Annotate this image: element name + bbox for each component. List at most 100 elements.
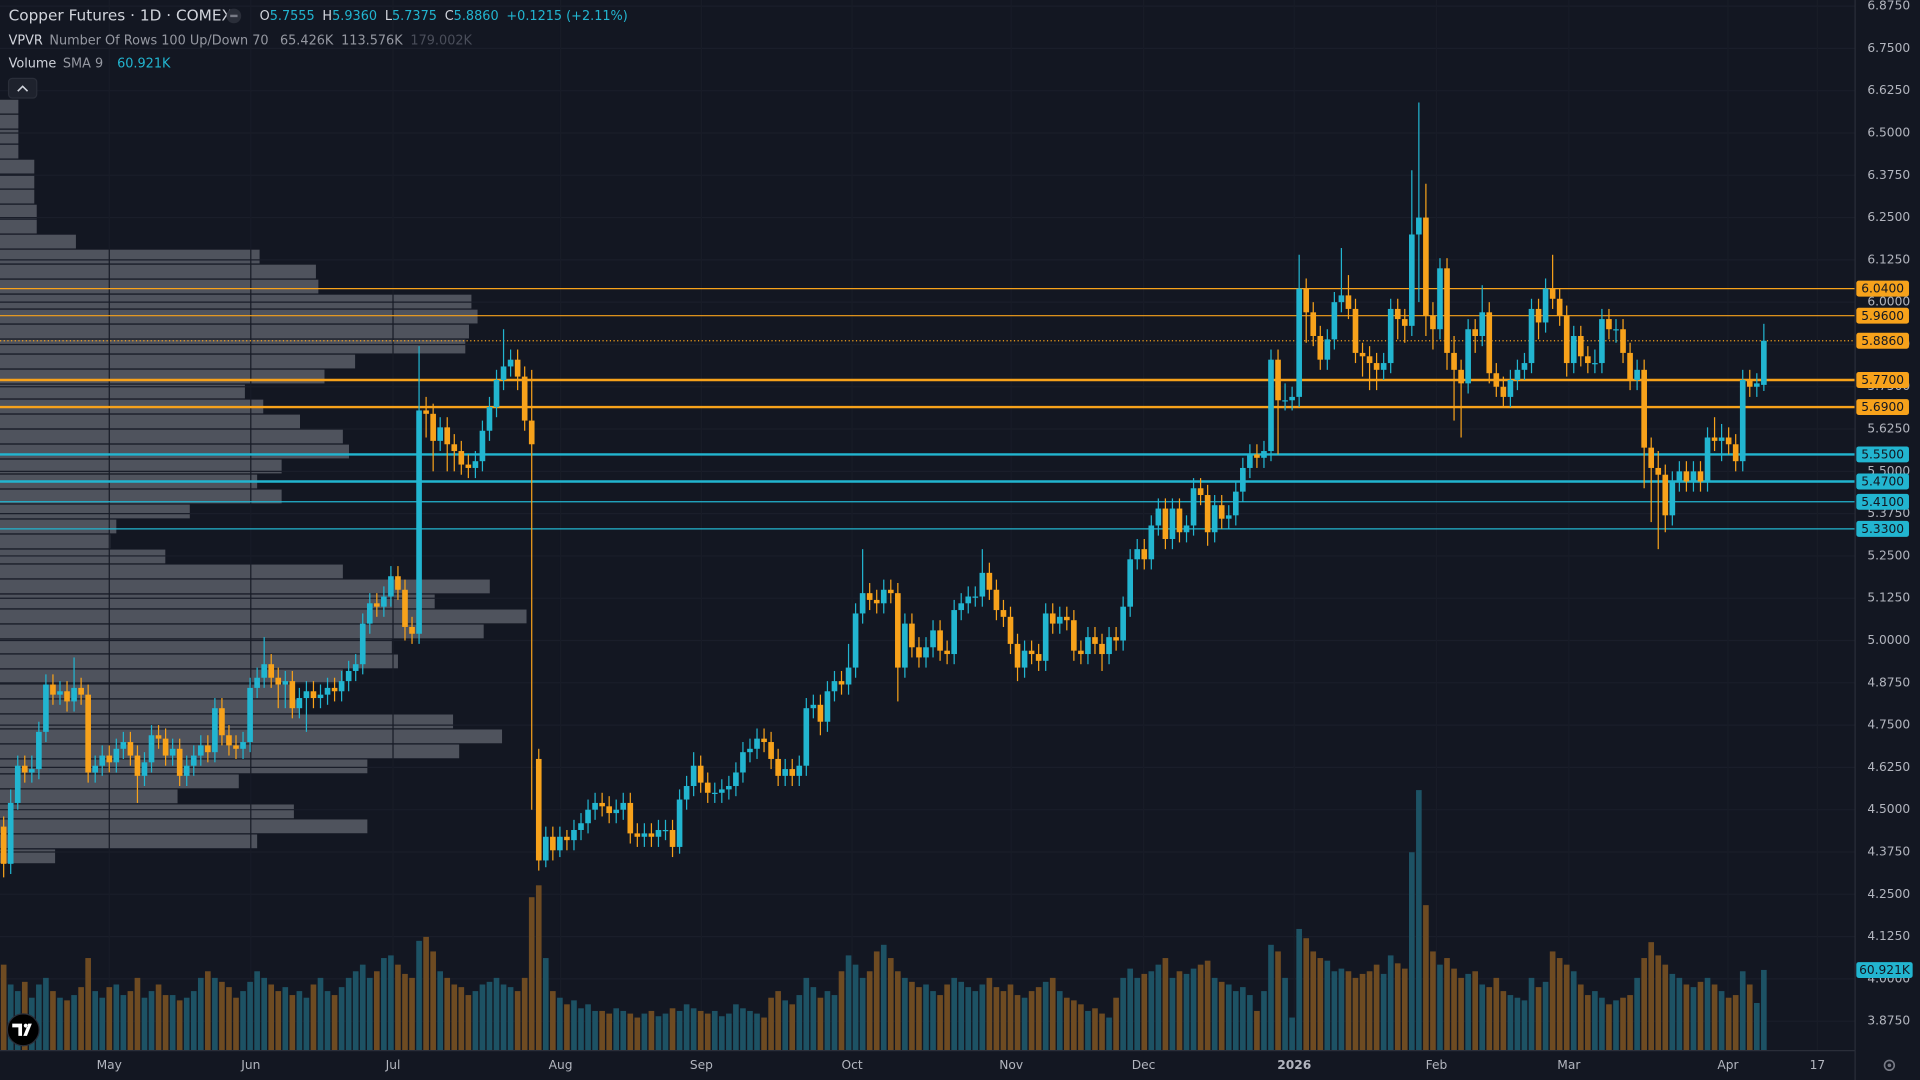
volume-bar xyxy=(571,1000,577,1051)
candle-body xyxy=(282,681,289,685)
candle-body xyxy=(909,623,915,648)
candle-body xyxy=(219,708,225,736)
volume-bar xyxy=(162,995,169,1051)
candle-body xyxy=(902,623,908,668)
candle-body xyxy=(1732,444,1739,462)
candle-body xyxy=(212,708,218,753)
volume-bar xyxy=(1176,971,1183,1051)
volume-bar xyxy=(183,997,190,1051)
volume-bar xyxy=(226,987,232,1051)
volume-bar xyxy=(726,1013,732,1051)
x-tick-label: May xyxy=(97,1058,122,1072)
volume-bar xyxy=(1373,964,1380,1051)
candle-body xyxy=(1746,379,1753,387)
candle-body xyxy=(1704,437,1711,482)
x-tick-label: Apr xyxy=(1717,1058,1739,1072)
collapse-icon xyxy=(17,85,29,92)
candle-body xyxy=(662,830,669,832)
volume-bar xyxy=(430,951,436,1051)
volume-bar xyxy=(1254,1010,1260,1051)
volume-bar xyxy=(1599,997,1605,1051)
volume-bar xyxy=(444,977,451,1051)
profile-row xyxy=(0,114,19,129)
volume-bar xyxy=(507,987,514,1051)
candle-body xyxy=(655,830,662,837)
volume-bar xyxy=(296,991,303,1051)
volume-bar xyxy=(486,981,493,1051)
volume-bar xyxy=(845,955,852,1051)
volume-bar xyxy=(1401,968,1408,1051)
candle-body xyxy=(810,704,817,709)
candle-body xyxy=(1049,613,1056,624)
candle-body xyxy=(366,603,373,624)
candle-body xyxy=(1690,471,1697,482)
candle-body xyxy=(1352,308,1359,353)
price-tag-label: 5.6900 xyxy=(1861,400,1904,414)
price-tag xyxy=(1856,307,1909,324)
profile-row xyxy=(0,219,37,234)
volume-bar xyxy=(1064,997,1070,1051)
volume-bar xyxy=(1423,905,1429,1051)
volume-bar xyxy=(916,987,922,1051)
settings-button[interactable] xyxy=(1883,1059,1896,1071)
candle-body xyxy=(85,694,91,773)
volume-bar xyxy=(99,997,106,1051)
volume-bar xyxy=(500,984,507,1051)
volume-bar xyxy=(1697,981,1704,1051)
candle-body xyxy=(1303,288,1310,313)
indicator-vpvr[interactable]: VPVR Number Of Rows 100 Up/Down 70 65.42… xyxy=(9,33,473,48)
volume-bar xyxy=(1387,955,1394,1051)
candle-body xyxy=(1437,268,1443,330)
profile-row xyxy=(0,639,392,654)
candle-body xyxy=(1592,363,1598,365)
logo[interactable] xyxy=(6,1013,40,1047)
candle-body xyxy=(1148,525,1155,560)
candle-body xyxy=(451,444,458,452)
volume-bar xyxy=(880,944,887,1051)
candle-body xyxy=(1141,549,1148,560)
x-tick-label: Nov xyxy=(999,1058,1023,1072)
candle-body xyxy=(937,630,943,651)
candle-body xyxy=(803,708,810,766)
volume-bar xyxy=(451,984,458,1051)
indicator-volume[interactable]: Volume SMA 9 60.921K xyxy=(9,56,171,71)
volume-bar xyxy=(1282,977,1288,1051)
profile-row xyxy=(0,309,478,324)
candle-body xyxy=(1753,383,1760,387)
volume-bar xyxy=(106,987,113,1051)
candle-body xyxy=(1014,643,1021,668)
candle-body xyxy=(669,830,676,847)
volume-bar xyxy=(521,977,528,1051)
x-tick-label: Mar xyxy=(1557,1058,1581,1072)
profile-row xyxy=(0,699,300,714)
volume-bar xyxy=(176,1000,183,1051)
price-tag-label: 5.4700 xyxy=(1861,475,1904,489)
profile-row xyxy=(0,744,460,759)
volume-bar xyxy=(1078,1004,1084,1051)
candle-body xyxy=(1514,369,1521,380)
volume-bar xyxy=(1359,973,1366,1051)
candle-body xyxy=(1155,508,1162,526)
profile-row xyxy=(0,414,300,429)
indicator-params: Number Of Rows 100 Up/Down 70 xyxy=(49,33,268,48)
volume-bar xyxy=(127,991,134,1051)
volume-bar xyxy=(1592,991,1598,1051)
price-tag xyxy=(1856,473,1909,490)
volume-bar xyxy=(345,977,352,1051)
candle-body xyxy=(359,623,366,665)
volume-bar xyxy=(1134,977,1141,1051)
volume-bar xyxy=(944,984,950,1051)
candle-body xyxy=(1282,400,1288,402)
volume-bar xyxy=(261,977,267,1051)
candle-body xyxy=(711,792,718,795)
candle-body xyxy=(29,769,35,773)
candle-body xyxy=(1345,295,1352,309)
volume-bar xyxy=(514,991,521,1051)
candle-body xyxy=(690,765,697,787)
volume-bar xyxy=(782,1000,789,1051)
candle-body xyxy=(1676,471,1683,482)
y-tick-label: 5.0000 xyxy=(1867,633,1910,647)
collapse-button[interactable] xyxy=(7,77,38,99)
candle-body xyxy=(1711,437,1718,441)
profile-row xyxy=(0,489,282,504)
